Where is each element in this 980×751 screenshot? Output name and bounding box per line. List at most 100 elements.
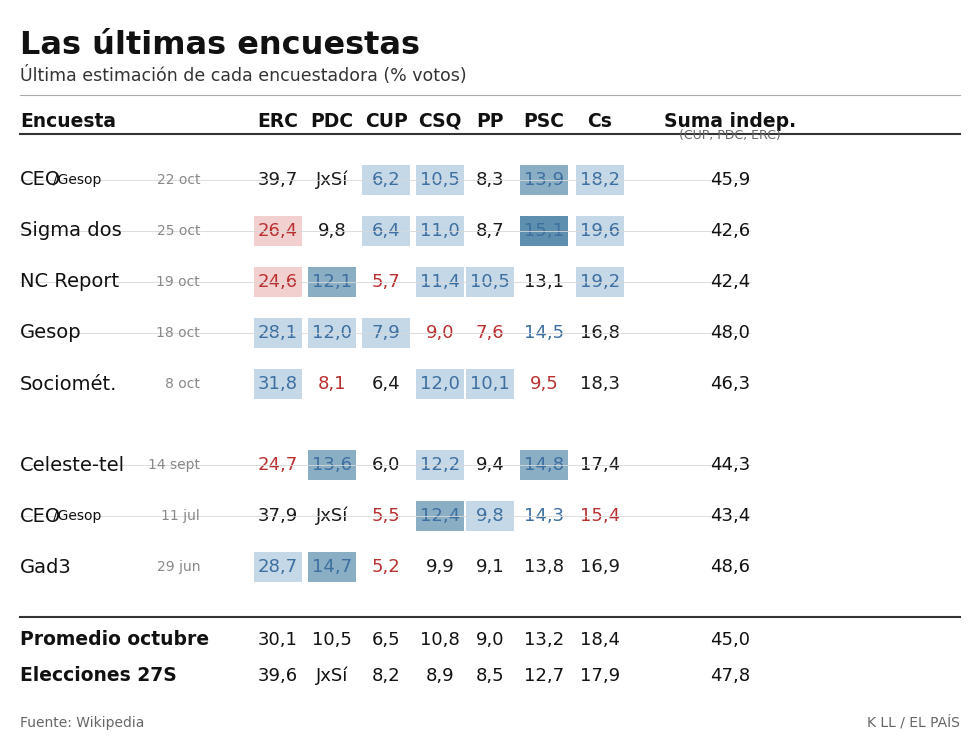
FancyBboxPatch shape: [308, 318, 356, 348]
Text: 12,0: 12,0: [420, 375, 460, 393]
Text: 44,3: 44,3: [710, 456, 750, 474]
Text: 11,4: 11,4: [420, 273, 460, 291]
Text: 16,8: 16,8: [580, 324, 620, 342]
FancyBboxPatch shape: [254, 267, 302, 297]
FancyBboxPatch shape: [362, 164, 410, 195]
Text: Cs: Cs: [588, 112, 612, 131]
FancyBboxPatch shape: [520, 164, 568, 195]
Text: 5,2: 5,2: [371, 558, 401, 576]
Text: 24,7: 24,7: [258, 456, 298, 474]
Text: 39,7: 39,7: [258, 170, 298, 189]
Text: 43,4: 43,4: [710, 507, 750, 525]
Text: K LL / EL PAÍS: K LL / EL PAÍS: [867, 716, 960, 730]
Text: 13,6: 13,6: [312, 456, 352, 474]
Text: 42,6: 42,6: [710, 222, 750, 240]
Text: Promedio octubre: Promedio octubre: [20, 630, 209, 650]
Text: 14 sept: 14 sept: [148, 458, 200, 472]
Text: 10,5: 10,5: [470, 273, 510, 291]
FancyBboxPatch shape: [416, 267, 464, 297]
Text: Elecciones 27S: Elecciones 27S: [20, 666, 176, 686]
Text: Las últimas encuestas: Las últimas encuestas: [20, 30, 420, 61]
Text: 5,7: 5,7: [371, 273, 401, 291]
Text: 13,1: 13,1: [524, 273, 564, 291]
Text: 19,6: 19,6: [580, 222, 620, 240]
Text: NC Report: NC Report: [20, 273, 120, 291]
Text: Sociomét.: Sociomét.: [20, 375, 118, 394]
Text: 18,4: 18,4: [580, 631, 620, 649]
Text: 9,0: 9,0: [425, 324, 455, 342]
Text: Gad3: Gad3: [20, 558, 72, 577]
Text: 30,1: 30,1: [258, 631, 298, 649]
Text: 9,1: 9,1: [475, 558, 505, 576]
Text: 7,9: 7,9: [371, 324, 401, 342]
Text: 42,4: 42,4: [710, 273, 750, 291]
FancyBboxPatch shape: [254, 552, 302, 582]
Text: 6,2: 6,2: [371, 170, 400, 189]
FancyBboxPatch shape: [576, 267, 624, 297]
Text: 6,0: 6,0: [371, 456, 400, 474]
Text: 9,0: 9,0: [475, 631, 505, 649]
Text: CEO: CEO: [20, 507, 61, 526]
FancyBboxPatch shape: [308, 450, 356, 480]
Text: 14,8: 14,8: [524, 456, 564, 474]
Text: PSC: PSC: [523, 112, 564, 131]
Text: CSQ: CSQ: [418, 112, 462, 131]
Text: /Gesop: /Gesop: [53, 173, 101, 187]
Text: 45,0: 45,0: [710, 631, 750, 649]
Text: 29 jun: 29 jun: [157, 560, 200, 575]
Text: 10,5: 10,5: [312, 631, 352, 649]
Text: 12,2: 12,2: [420, 456, 460, 474]
FancyBboxPatch shape: [308, 552, 356, 582]
Text: 28,7: 28,7: [258, 558, 298, 576]
FancyBboxPatch shape: [254, 216, 302, 246]
Text: 48,0: 48,0: [710, 324, 750, 342]
Text: JxSí: JxSí: [316, 667, 348, 685]
FancyBboxPatch shape: [466, 501, 514, 531]
Text: 8 oct: 8 oct: [165, 377, 200, 391]
FancyBboxPatch shape: [576, 216, 624, 246]
FancyBboxPatch shape: [416, 450, 464, 480]
Text: 14,7: 14,7: [312, 558, 352, 576]
FancyBboxPatch shape: [416, 216, 464, 246]
Text: 10,8: 10,8: [420, 631, 460, 649]
Text: 39,6: 39,6: [258, 667, 298, 685]
Text: 47,8: 47,8: [710, 667, 750, 685]
Text: 25 oct: 25 oct: [157, 224, 200, 238]
Text: 31,8: 31,8: [258, 375, 298, 393]
Text: 12,1: 12,1: [312, 273, 352, 291]
Text: 9,4: 9,4: [475, 456, 505, 474]
Text: 6,4: 6,4: [371, 222, 400, 240]
Text: Gesop: Gesop: [20, 324, 81, 342]
FancyBboxPatch shape: [466, 267, 514, 297]
Text: 19,2: 19,2: [580, 273, 620, 291]
Text: 14,3: 14,3: [524, 507, 564, 525]
Text: Suma indep.: Suma indep.: [663, 112, 796, 131]
Text: 15,1: 15,1: [524, 222, 564, 240]
Text: 17,4: 17,4: [580, 456, 620, 474]
Text: 14,5: 14,5: [524, 324, 564, 342]
Text: /Gesop: /Gesop: [53, 509, 101, 523]
Text: 9,5: 9,5: [529, 375, 559, 393]
FancyBboxPatch shape: [254, 369, 302, 399]
Text: Fuente: Wikipedia: Fuente: Wikipedia: [20, 716, 144, 730]
Text: ERC: ERC: [258, 112, 299, 131]
Text: 10,1: 10,1: [470, 375, 510, 393]
Text: 8,2: 8,2: [371, 667, 400, 685]
Text: Celeste-tel: Celeste-tel: [20, 456, 125, 475]
Text: JxSí: JxSí: [316, 170, 348, 189]
Text: 11,0: 11,0: [420, 222, 460, 240]
Text: 17,9: 17,9: [580, 667, 620, 685]
Text: 18,3: 18,3: [580, 375, 620, 393]
Text: 18,2: 18,2: [580, 170, 620, 189]
Text: 8,9: 8,9: [425, 667, 455, 685]
Text: 19 oct: 19 oct: [156, 275, 200, 289]
Text: 45,9: 45,9: [710, 170, 750, 189]
Text: 18 oct: 18 oct: [156, 326, 200, 340]
Text: 12,4: 12,4: [420, 507, 460, 525]
FancyBboxPatch shape: [416, 501, 464, 531]
Text: 12,0: 12,0: [312, 324, 352, 342]
FancyBboxPatch shape: [416, 369, 464, 399]
Text: Última estimación de cada encuestadora (% votos): Última estimación de cada encuestadora (…: [20, 66, 466, 85]
FancyBboxPatch shape: [416, 164, 464, 195]
Text: JxSí: JxSí: [316, 507, 348, 526]
